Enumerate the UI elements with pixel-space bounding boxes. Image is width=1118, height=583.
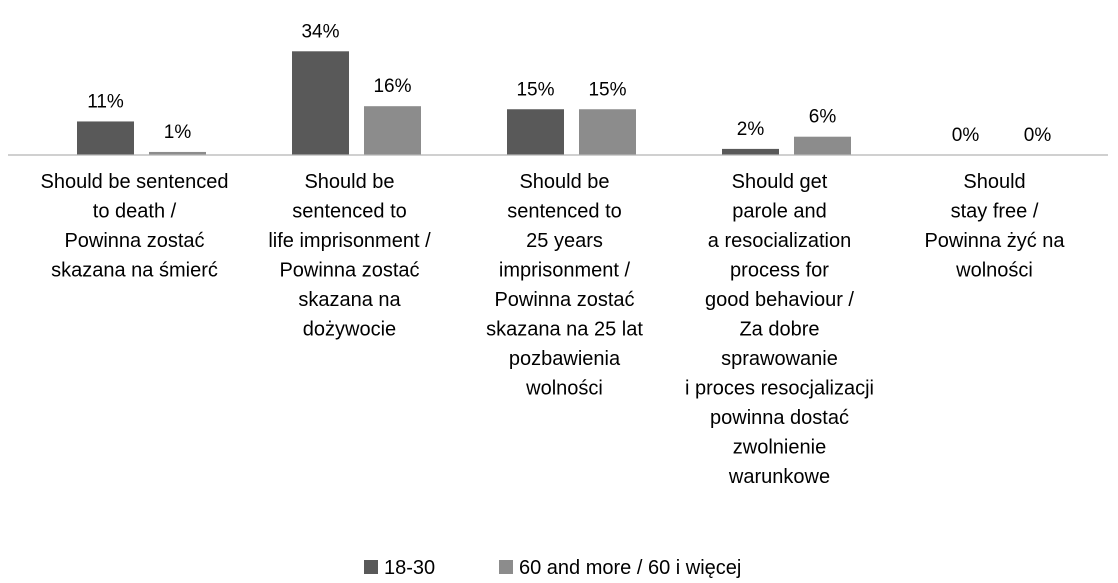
category-label-line: skazana na 25 lat (486, 319, 643, 341)
bar-age-18-30-cat-4 (722, 148, 779, 155)
category-label-line: good behaviour / (705, 289, 854, 311)
category-label-line: powinna dostać (710, 407, 849, 429)
category-label-line: Powinna zostać (279, 260, 419, 282)
category-label-line: dożywocie (303, 319, 396, 341)
category-label-line: Powinna żyć na (924, 230, 1065, 252)
category-label-line: Should get (732, 171, 828, 193)
data-label: 34% (301, 21, 339, 42)
bar-age-60-plus-cat-3 (579, 109, 636, 155)
bar-age-18-30-cat-1 (77, 121, 134, 155)
legend-label-age-18-30: 18-30 (384, 557, 435, 579)
category-label-line: Powinna zostać (64, 230, 204, 252)
category-label-line: stay free / (951, 201, 1039, 223)
bars-group (77, 51, 851, 155)
category-label-line: to death / (93, 201, 177, 223)
category-label-line: sprawowanie (721, 348, 838, 370)
category-label-line: warunkowe (728, 466, 830, 488)
data-label: 16% (373, 76, 411, 97)
data-labels-group: 11% 1% 34% 16% 15% 15% 2% 6% 0% 0% (87, 21, 1051, 146)
category-label-line: Za dobre (739, 319, 819, 341)
category-label-line: Should be (304, 171, 394, 193)
data-label: 0% (1024, 125, 1052, 146)
category-label-line: zwolnienie (733, 437, 826, 459)
category-label-line: Should be sentenced (41, 171, 229, 193)
bar-age-60-plus-cat-4 (794, 136, 851, 155)
category-label-line: wolności (525, 378, 603, 400)
bar-age-60-plus-cat-1 (149, 151, 206, 155)
category-label-line: 25 years (526, 230, 603, 252)
data-label: 0% (952, 125, 980, 146)
data-label: 2% (737, 119, 765, 140)
category-label-line: imprisonment / (499, 260, 631, 282)
category-label-line: Powinna zostać (494, 289, 634, 311)
category-label-line: Should be (519, 171, 609, 193)
category-label-line: sentenced to (292, 201, 407, 223)
category-label-line: Should (963, 171, 1025, 193)
legend: 18-30 60 and more / 60 i więcej (364, 557, 741, 579)
legend-swatch-age-60-plus (499, 560, 513, 574)
category-label-line: sentenced to (507, 201, 622, 223)
data-label: 11% (87, 91, 124, 112)
category-labels-group: Should be sentenced to death / Powinna zos… (41, 171, 1066, 488)
category-label-line: process for (730, 260, 829, 282)
data-label: 1% (164, 122, 192, 143)
data-label: 15% (516, 79, 554, 100)
category-label-line: i proces resocjalizacji (685, 378, 874, 400)
bar-age-60-plus-cat-2 (364, 106, 421, 155)
category-label-line: life imprisonment / (268, 230, 431, 252)
category-label-line: pozbawienia (509, 348, 621, 370)
category-label-line: skazana na śmierć (51, 260, 218, 282)
category-label-line: wolności (955, 260, 1033, 282)
category-label-line: skazana na (298, 289, 401, 311)
bar-age-18-30-cat-3 (507, 109, 564, 155)
data-label: 15% (588, 79, 626, 100)
legend-swatch-age-18-30 (364, 560, 378, 574)
bar-age-18-30-cat-2 (292, 51, 349, 155)
category-label-line: a resocialization (708, 230, 851, 252)
category-label-line: parole and (732, 201, 827, 223)
legend-label-age-60-plus: 60 and more / 60 i więcej (519, 557, 741, 579)
data-label: 6% (809, 107, 837, 128)
